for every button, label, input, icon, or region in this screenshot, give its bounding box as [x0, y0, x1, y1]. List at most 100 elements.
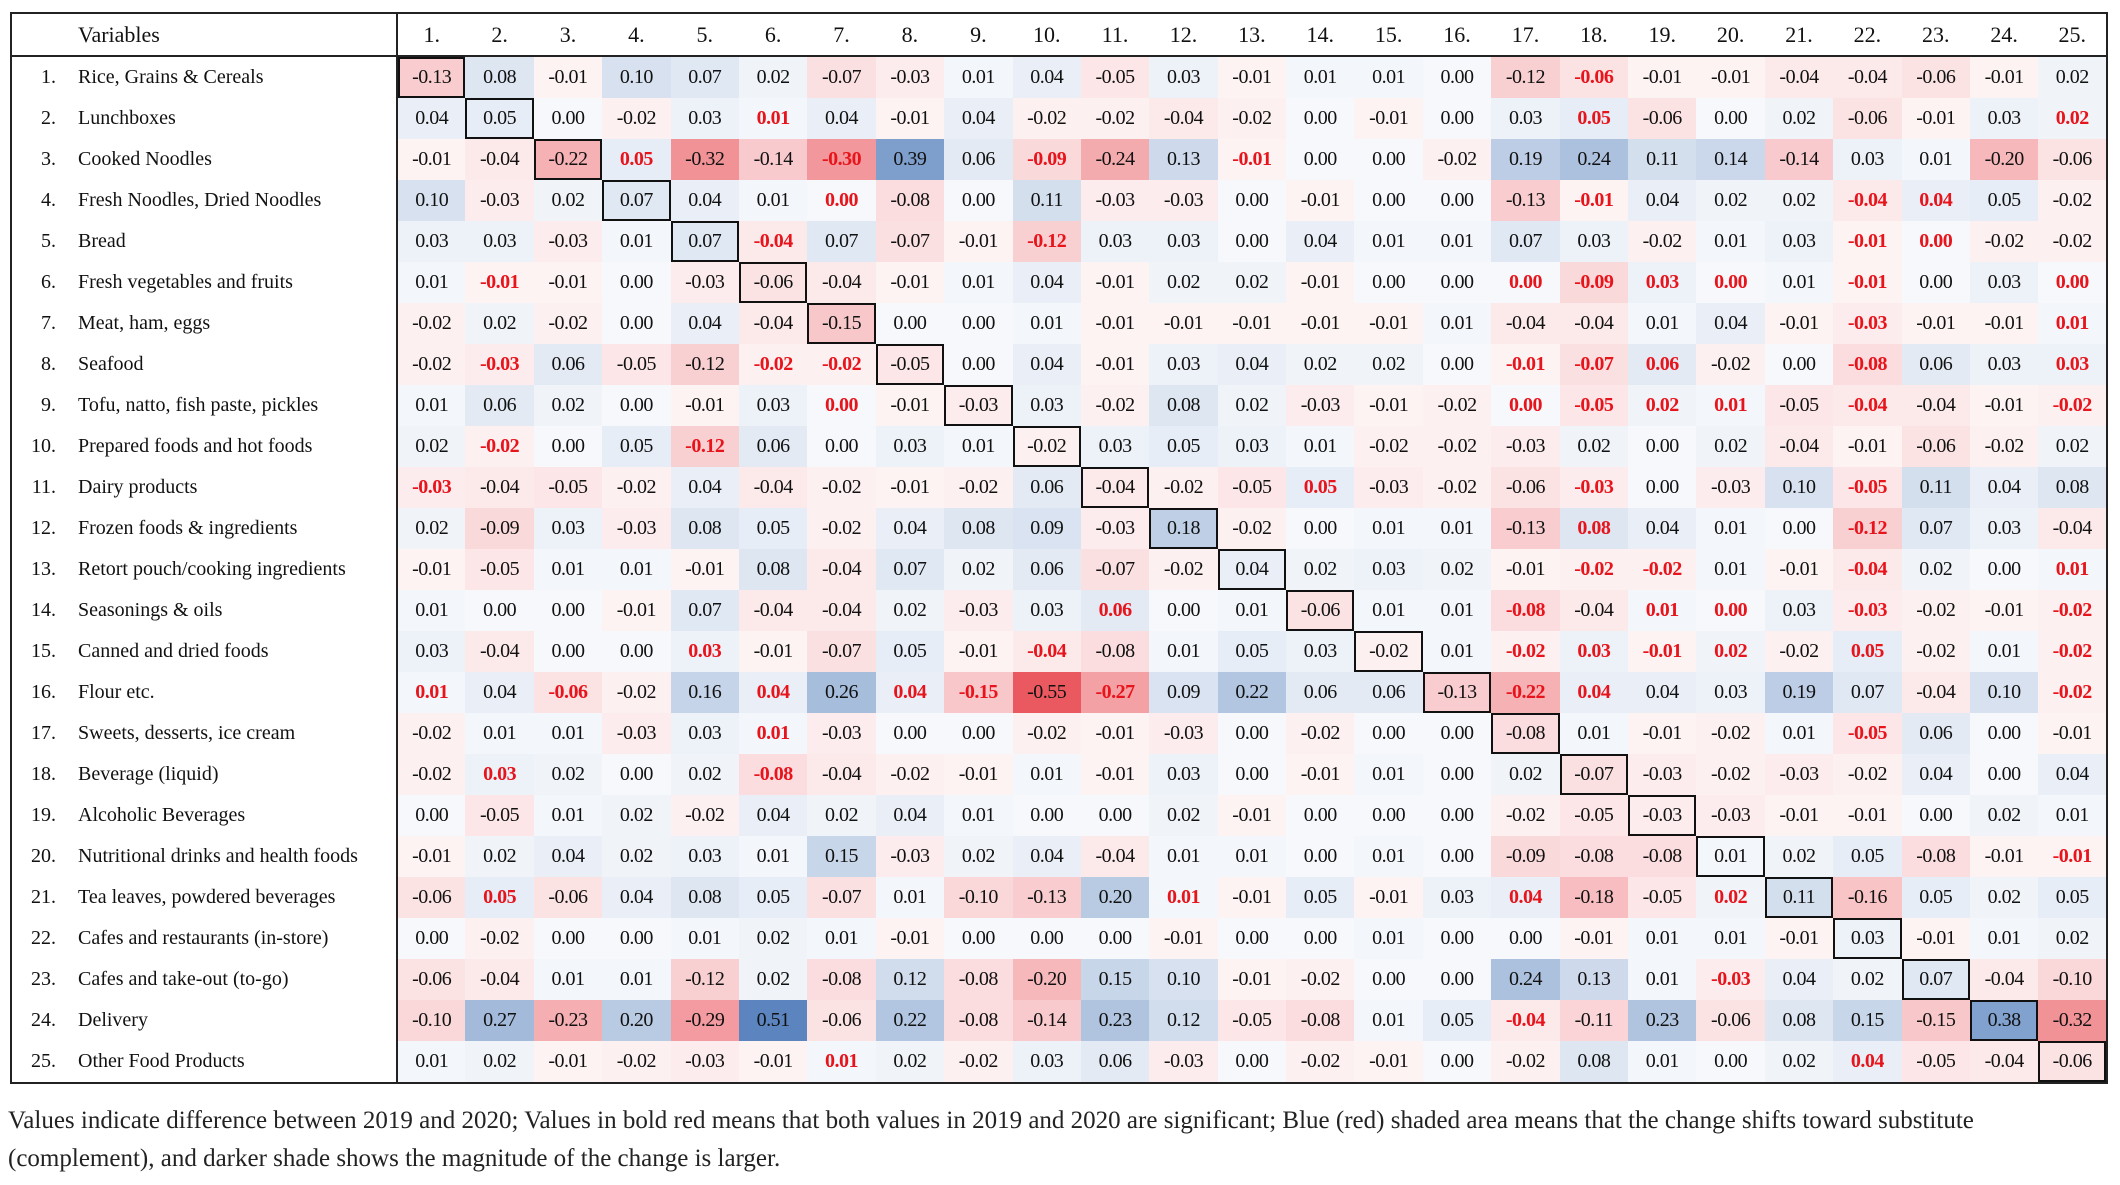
value-cell: 0.02 — [465, 1041, 534, 1083]
value-cell: -0.02 — [397, 344, 466, 385]
value-cell-significant: 0.05 — [1286, 467, 1355, 508]
value-cell: -0.01 — [1969, 303, 2039, 344]
value-cell: 0.07 — [1833, 672, 1902, 713]
value-cell: -0.06 — [1901, 426, 1970, 467]
value-cell: 0.01 — [1354, 590, 1423, 631]
value-cell: 0.20 — [1080, 877, 1150, 918]
value-cell: 0.00 — [1080, 795, 1150, 836]
row-number: 8. — [41, 353, 56, 375]
value-cell-significant: 0.01 — [1149, 877, 1218, 918]
value-cell: 0.03 — [397, 631, 466, 672]
value-cell: 0.03 — [1149, 56, 1218, 98]
value-cell: 0.00 — [1969, 549, 2039, 590]
value-cell: 0.01 — [1764, 713, 1834, 754]
value-cell: 0.00 — [944, 303, 1013, 344]
value-cell: -0.09 — [1491, 836, 1560, 877]
value-cell: 0.00 — [1286, 795, 1355, 836]
row-label: 5. Bread — [11, 221, 398, 262]
row-variable-name: Cooked Noodles — [78, 148, 212, 170]
value-cell: -0.02 — [1696, 754, 1765, 795]
value-cell: 0.12 — [875, 959, 945, 1000]
value-cell: 0.02 — [738, 918, 808, 959]
value-cell: 0.02 — [807, 795, 876, 836]
value-cell: 0.01 — [1764, 262, 1834, 303]
value-cell-significant: 0.00 — [1491, 385, 1560, 426]
value-cell: -0.02 — [1286, 959, 1355, 1000]
value-cell: 0.02 — [1286, 344, 1355, 385]
value-cell: 0.16 — [670, 672, 739, 713]
value-cell: 0.24 — [1559, 139, 1629, 180]
value-cell: 0.06 — [738, 426, 808, 467]
value-cell: -0.02 — [1286, 713, 1355, 754]
value-cell-significant: -0.01 — [2038, 836, 2107, 877]
value-cell: 0.09 — [1149, 672, 1218, 713]
value-cell: -0.02 — [670, 795, 739, 836]
value-cell: -0.01 — [397, 549, 466, 590]
value-cell-significant: 0.01 — [738, 98, 808, 139]
value-cell: 0.02 — [1491, 754, 1560, 795]
value-cell: -0.01 — [1354, 385, 1423, 426]
value-cell: -0.02 — [1354, 426, 1423, 467]
value-cell: 0.01 — [533, 713, 603, 754]
value-cell: -0.07 — [807, 631, 876, 672]
row-variable-name: Flour etc. — [78, 681, 155, 703]
value-cell: 0.04 — [465, 672, 534, 713]
row-number: 22. — [31, 927, 56, 949]
value-cell: -0.02 — [1969, 426, 2039, 467]
value-cell-significant: 0.00 — [807, 180, 876, 221]
value-cell: 0.04 — [670, 303, 739, 344]
value-cell: -0.06 — [1286, 590, 1355, 631]
row-number: 11. — [31, 476, 56, 498]
value-cell: 0.00 — [1422, 1041, 1492, 1083]
row-number: 1. — [41, 66, 56, 88]
value-cell: -0.03 — [1628, 795, 1697, 836]
value-cell: -0.06 — [1901, 56, 1970, 98]
value-cell: 0.01 — [944, 262, 1013, 303]
value-cell: 0.03 — [1012, 385, 1081, 426]
value-cell: -0.02 — [1422, 139, 1492, 180]
value-cell: 0.02 — [1559, 426, 1629, 467]
value-cell: -0.01 — [1901, 918, 1970, 959]
value-cell-significant: 0.05 — [1559, 98, 1629, 139]
value-cell: 0.02 — [1354, 344, 1423, 385]
value-cell: -0.04 — [1901, 672, 1970, 713]
value-cell: -0.05 — [1764, 385, 1834, 426]
value-cell: 0.00 — [1696, 1041, 1765, 1083]
value-cell: -0.05 — [465, 549, 534, 590]
value-cell: 0.03 — [1764, 221, 1834, 262]
value-cell: -0.23 — [533, 1000, 603, 1041]
value-cell: 0.03 — [1764, 590, 1834, 631]
value-cell: -0.02 — [1217, 98, 1287, 139]
value-cell-significant: 0.02 — [1696, 631, 1765, 672]
value-cell-significant: -0.02 — [1559, 549, 1629, 590]
value-cell: 0.01 — [1422, 221, 1492, 262]
value-cell: 0.01 — [670, 918, 739, 959]
value-cell: 0.07 — [1901, 508, 1970, 549]
value-cell: 0.01 — [1696, 508, 1765, 549]
table-row: 18. Beverage (liquid) -0.02 0.03 0.02 0.00 0.0… — [11, 754, 2107, 795]
value-cell-significant: 0.01 — [1696, 385, 1765, 426]
value-cell-significant: -0.02 — [738, 344, 808, 385]
value-cell: 0.07 — [602, 180, 671, 221]
value-cell: 0.05 — [1217, 631, 1287, 672]
value-cell: -0.06 — [1491, 467, 1560, 508]
value-cell: 0.04 — [397, 98, 466, 139]
row-number: 18. — [31, 763, 56, 785]
value-cell-significant: -0.01 — [1491, 344, 1560, 385]
table-row: 4. Fresh Noodles, Dried Noodles 0.10 -0.03 0… — [11, 180, 2107, 221]
value-cell: 0.00 — [1354, 139, 1423, 180]
value-cell: -0.20 — [1969, 139, 2039, 180]
value-cell: 0.00 — [1286, 918, 1355, 959]
value-cell: -0.01 — [1080, 262, 1150, 303]
value-cell: 0.39 — [875, 139, 945, 180]
row-label: 9. Tofu, natto, fish paste, pickles — [11, 385, 398, 426]
row-variable-name: Alcoholic Beverages — [78, 804, 246, 826]
value-cell: 0.02 — [1696, 426, 1765, 467]
value-cell: -0.55 — [1012, 672, 1081, 713]
value-cell: -0.03 — [465, 180, 534, 221]
value-cell: 0.01 — [1354, 1000, 1423, 1041]
row-label: 8. Seafood — [11, 344, 398, 385]
value-cell: 0.00 — [1354, 713, 1423, 754]
row-variable-name: Seafood — [78, 353, 144, 375]
value-cell: -0.01 — [1628, 713, 1697, 754]
